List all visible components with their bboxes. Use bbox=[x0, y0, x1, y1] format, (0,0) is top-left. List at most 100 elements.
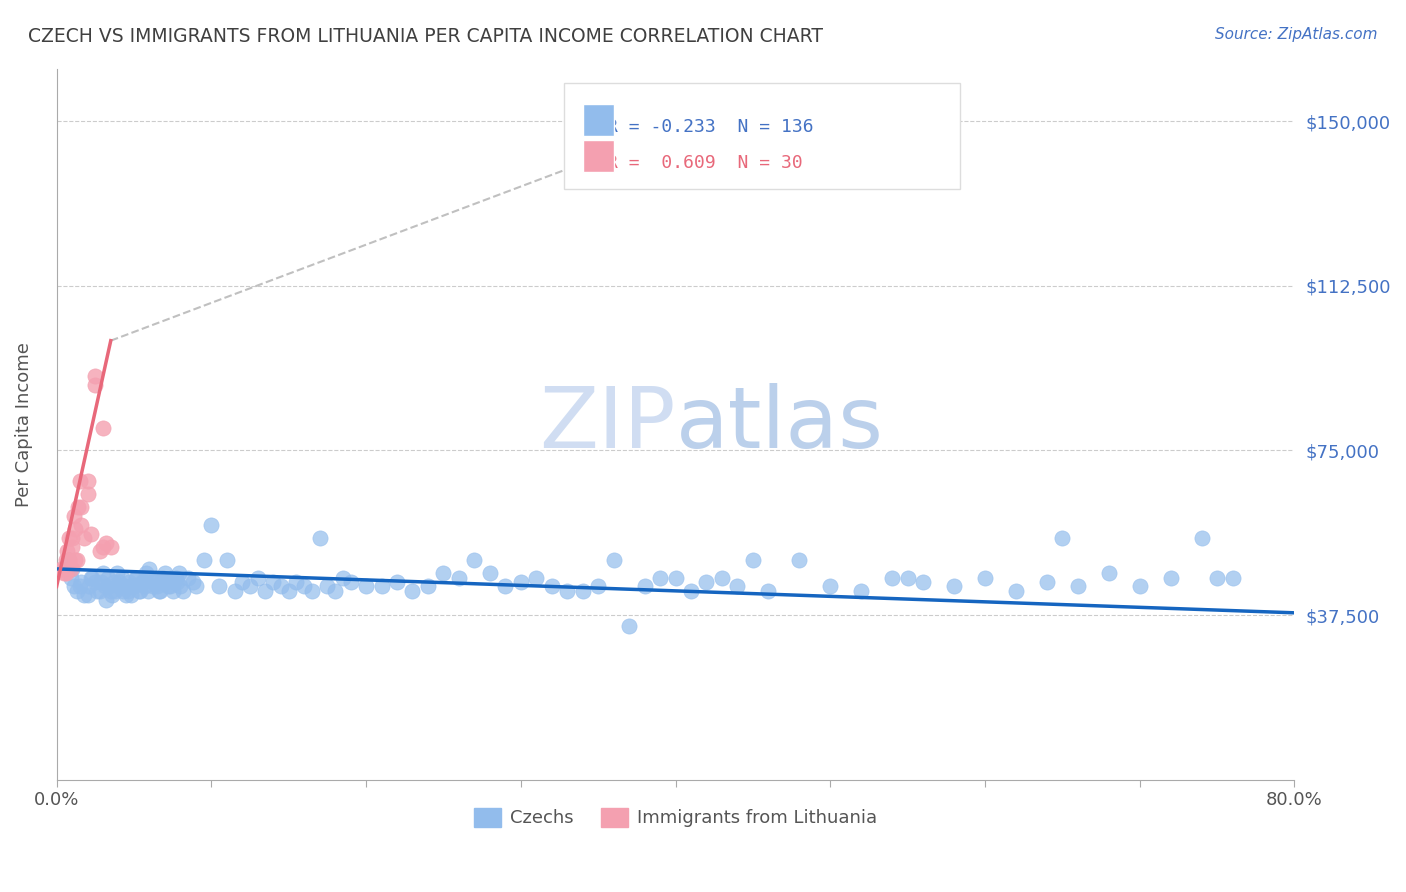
Point bbox=[167, 566, 190, 581]
Point bbox=[162, 583, 184, 598]
Point bbox=[90, 575, 112, 590]
Point bbox=[129, 583, 152, 598]
Point bbox=[354, 579, 377, 593]
Point bbox=[463, 553, 485, 567]
Point bbox=[121, 579, 143, 593]
Point bbox=[89, 583, 111, 598]
Point bbox=[1052, 531, 1074, 545]
Point bbox=[124, 571, 146, 585]
Point bbox=[145, 571, 167, 585]
Point bbox=[200, 518, 222, 533]
Point bbox=[84, 377, 107, 392]
Point bbox=[70, 500, 93, 515]
Point bbox=[76, 487, 98, 501]
Point bbox=[741, 553, 763, 567]
Point bbox=[143, 575, 166, 590]
Point bbox=[77, 579, 100, 593]
Point bbox=[586, 579, 609, 593]
Point bbox=[141, 579, 163, 593]
Point bbox=[136, 583, 159, 598]
Point bbox=[112, 583, 135, 598]
Point bbox=[153, 566, 176, 581]
Point bbox=[432, 566, 454, 581]
Point bbox=[571, 583, 593, 598]
Point bbox=[115, 588, 138, 602]
Point bbox=[139, 571, 162, 585]
Point bbox=[1160, 571, 1182, 585]
Point bbox=[58, 553, 80, 567]
Bar bbox=[582, 140, 613, 171]
Point bbox=[912, 575, 935, 590]
Point bbox=[135, 566, 157, 581]
Point bbox=[301, 583, 323, 598]
Point bbox=[91, 566, 114, 581]
Point bbox=[93, 579, 115, 593]
Point bbox=[152, 571, 174, 585]
Point bbox=[270, 579, 292, 593]
Point bbox=[897, 571, 920, 585]
Point bbox=[447, 571, 470, 585]
Point bbox=[58, 553, 80, 567]
Text: ZIP: ZIP bbox=[538, 383, 675, 466]
Point bbox=[370, 579, 392, 593]
Point bbox=[540, 579, 562, 593]
Point bbox=[617, 619, 640, 633]
Bar bbox=[582, 104, 613, 136]
Point bbox=[53, 566, 76, 581]
Point bbox=[478, 566, 501, 581]
Point bbox=[125, 571, 148, 585]
Point bbox=[91, 421, 114, 435]
Point bbox=[79, 571, 101, 585]
Point bbox=[184, 579, 207, 593]
Point bbox=[120, 588, 142, 602]
Point bbox=[509, 575, 531, 590]
Point bbox=[110, 571, 132, 585]
Point bbox=[756, 583, 779, 598]
Point bbox=[1098, 566, 1121, 581]
Point bbox=[60, 531, 83, 545]
Point bbox=[818, 579, 841, 593]
Point bbox=[122, 579, 145, 593]
Point bbox=[76, 474, 98, 488]
Point bbox=[1005, 583, 1028, 598]
Point bbox=[882, 571, 904, 585]
Point bbox=[239, 579, 262, 593]
Point bbox=[725, 579, 748, 593]
Point bbox=[55, 566, 77, 581]
Point bbox=[84, 368, 107, 383]
Point bbox=[208, 579, 231, 593]
Point bbox=[155, 575, 177, 590]
Point bbox=[166, 575, 188, 590]
Point bbox=[285, 575, 308, 590]
Point bbox=[59, 571, 82, 585]
Point bbox=[63, 553, 86, 567]
Point bbox=[108, 579, 131, 593]
Point bbox=[60, 562, 83, 576]
Point bbox=[385, 575, 408, 590]
Point bbox=[62, 579, 84, 593]
Point bbox=[524, 571, 547, 585]
Text: Source: ZipAtlas.com: Source: ZipAtlas.com bbox=[1215, 27, 1378, 42]
Point bbox=[224, 583, 246, 598]
Point bbox=[849, 583, 872, 598]
Point bbox=[131, 575, 153, 590]
Point bbox=[86, 583, 108, 598]
Point bbox=[103, 575, 125, 590]
Point bbox=[105, 566, 128, 581]
Point bbox=[132, 575, 155, 590]
Point bbox=[254, 583, 277, 598]
Point bbox=[146, 579, 169, 593]
Y-axis label: Per Capita Income: Per Capita Income bbox=[15, 342, 32, 507]
Point bbox=[89, 544, 111, 558]
Point bbox=[117, 583, 139, 598]
Point bbox=[148, 583, 170, 598]
Point bbox=[943, 579, 966, 593]
Point bbox=[181, 575, 204, 590]
Point bbox=[648, 571, 671, 585]
Point bbox=[679, 583, 702, 598]
Text: atlas: atlas bbox=[675, 383, 883, 466]
Point bbox=[177, 571, 200, 585]
Point bbox=[277, 583, 299, 598]
Point bbox=[73, 531, 96, 545]
Point bbox=[56, 544, 79, 558]
